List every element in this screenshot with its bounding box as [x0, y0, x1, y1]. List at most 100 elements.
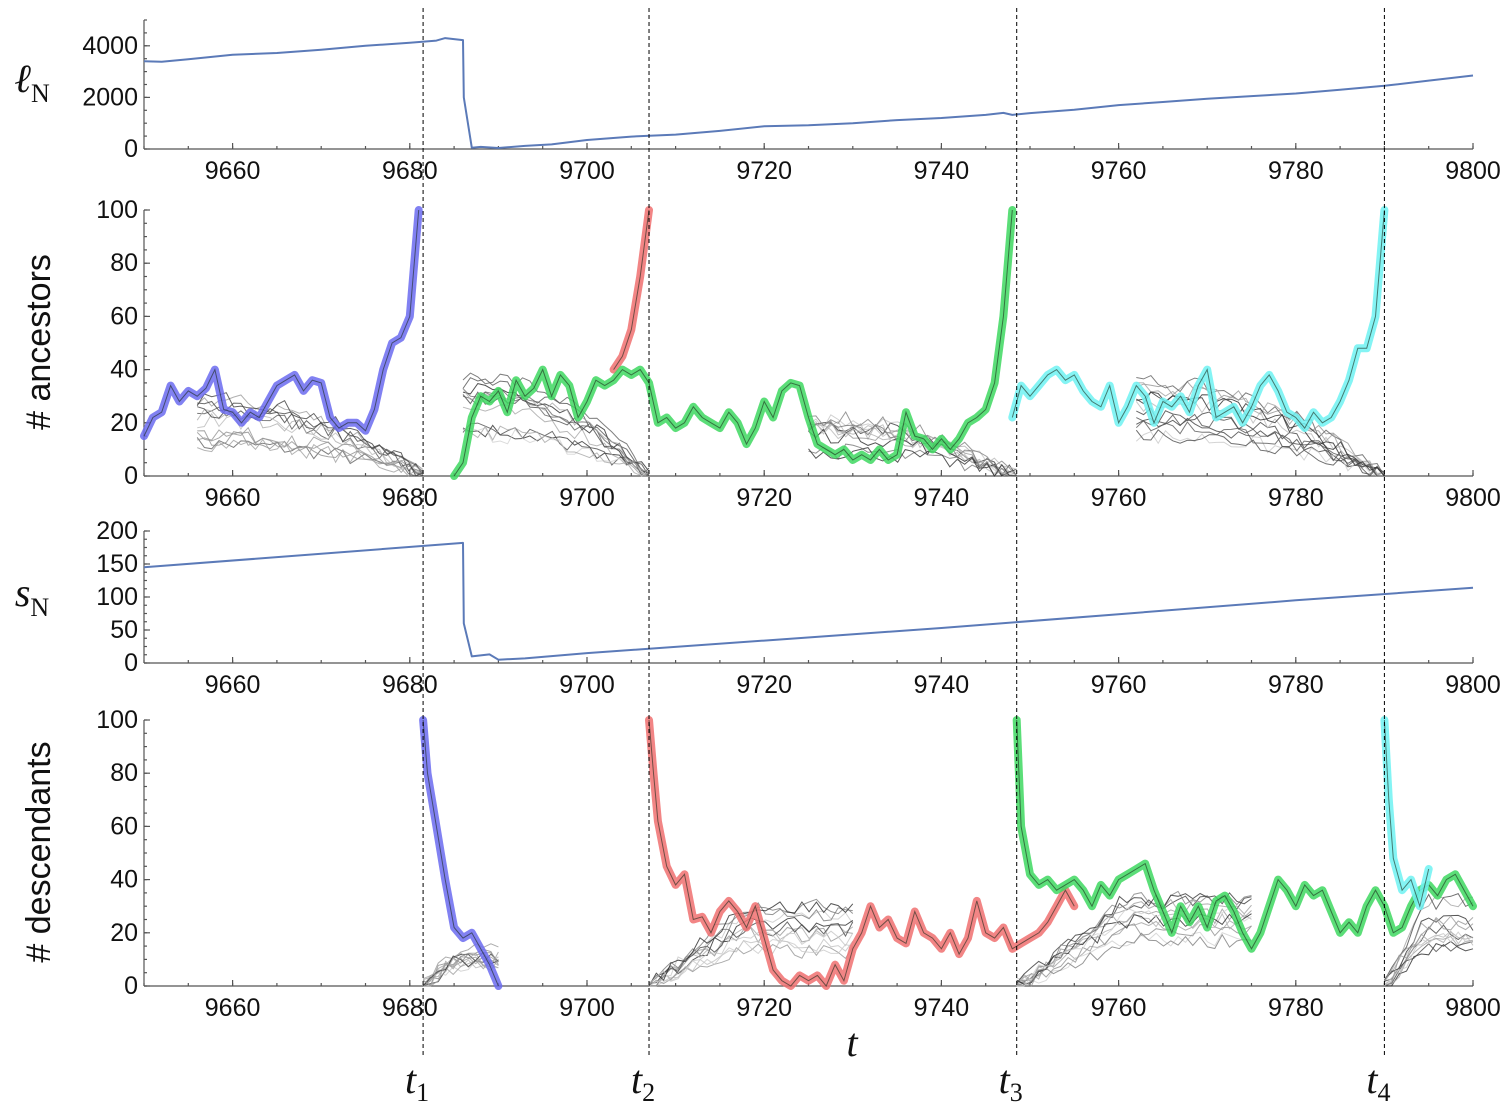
descendants-background-trajectory	[648, 938, 854, 987]
ancestors-background-trajectory	[808, 447, 1017, 477]
ancestors-background-trajectory	[808, 423, 1017, 475]
event-marker-label: t4	[1366, 1057, 1390, 1103]
ancestors-background-trajectory	[462, 404, 650, 475]
descendants-series-2-line	[1016, 719, 1474, 950]
panel-s: sN 0 50 100 150 200 9660 9680 9700 9720 9740 9760 9…	[15, 517, 1501, 699]
descendants-background-trajectory	[1383, 892, 1474, 982]
event-marker-subscript: 4	[1377, 1078, 1390, 1103]
s-y-tick-label: 50	[110, 616, 138, 644]
ancestors-background-trajectory	[808, 414, 1017, 477]
descendants-x-tick-label: 9760	[1091, 994, 1147, 1022]
ancestors-background-trajectory	[1135, 429, 1385, 477]
ancestors-background-trajectory	[1135, 419, 1385, 477]
length-y-tick-label: 2000	[82, 83, 138, 111]
descendants-background-trajectory	[648, 938, 853, 987]
descendants-background-trajectory	[1384, 935, 1474, 985]
event-marker-symbol: t	[631, 1057, 643, 1102]
event-marker-label: t1	[405, 1057, 429, 1103]
descendants-y-tick-label: 0	[124, 972, 138, 1000]
descendants-x-tick-label: 9700	[559, 994, 615, 1022]
s-x-tick-label: 9680	[382, 671, 438, 699]
descendants-background-trajectory	[1016, 918, 1252, 987]
descendants-background-trajectory	[422, 943, 499, 987]
ancestors-background-trajectory	[1135, 429, 1385, 477]
ancestors-background-trajectory	[1136, 381, 1385, 476]
ancestors-background-trajectory	[462, 383, 650, 472]
panel-s-ylabel: sN	[15, 570, 50, 622]
ancestors-background-trajectory	[196, 392, 424, 477]
length-x-tick-label: 9800	[1445, 157, 1501, 185]
x-axis-label: t	[846, 1020, 858, 1065]
ancestors-series-1-line	[613, 209, 650, 370]
s-x-tick-label: 9720	[736, 671, 792, 699]
ancestors-x-tick-label: 9740	[914, 484, 970, 512]
panel-length: ℓN 0 2000 4000 9660 9680 9700 9720 9740 9760 9780…	[14, 19, 1501, 185]
descendants-background-trajectory	[1384, 930, 1474, 985]
descendants-background-trajectory	[1384, 894, 1474, 979]
event-marker-symbol: t	[1366, 1057, 1378, 1102]
ancestors-x-tick-label: 9800	[1445, 484, 1501, 512]
ancestors-background-trajectory	[1136, 417, 1385, 477]
ancestors-series-0-line	[143, 209, 420, 437]
ancestors-y-tick-label: 80	[110, 249, 138, 277]
descendants-y-tick-label: 20	[110, 919, 138, 947]
descendants-background-trajectory	[1384, 931, 1474, 987]
ancestors-background-trajectory	[462, 424, 650, 477]
event-marker-subscript: 3	[1010, 1078, 1023, 1103]
length-x-tick-label: 9680	[382, 157, 438, 185]
length-series-0-line	[143, 37, 1474, 149]
s-x-tick-label: 9740	[914, 671, 970, 699]
ancestors-background-trajectory	[197, 438, 424, 477]
ancestors-background-trajectory	[197, 430, 424, 473]
ancestors-x-tick-label: 9760	[1091, 484, 1147, 512]
descendants-series-1-band	[645, 716, 1079, 990]
descendants-y-tick-label: 100	[96, 706, 138, 734]
panel-length-ylabel: ℓN	[14, 56, 50, 108]
length-x-tick-label: 9700	[559, 157, 615, 185]
ancestors-x-tick-label: 9680	[382, 484, 438, 512]
panel-descendants-ylabel: # descendants	[20, 741, 58, 962]
descendants-x-tick-label: 9740	[914, 994, 970, 1022]
ancestors-background-trajectory	[1136, 413, 1385, 477]
descendants-background-trajectory	[1016, 932, 1252, 986]
panel-ancestors: # ancestors 0 20 40 60 80 100 9660 9680 9700 9720…	[20, 196, 1501, 512]
event-marker-symbol: t	[405, 1057, 417, 1102]
ancestors-y-tick-label: 20	[110, 409, 138, 437]
s-series-0-line	[143, 541, 1474, 661]
descendants-background-trajectory	[1016, 892, 1252, 984]
descendants-x-tick-label: 9660	[205, 994, 261, 1022]
ancestors-background-trajectory	[197, 429, 424, 475]
ancestors-y-tick-label: 40	[110, 356, 138, 384]
ancestors-series-1-band	[609, 206, 653, 374]
descendants-series-1-line	[648, 719, 1075, 987]
ancestors-y-tick-label: 0	[124, 462, 138, 490]
descendants-background-trajectory	[1384, 914, 1474, 981]
length-x-tick-label: 9740	[914, 157, 970, 185]
descendants-series-3-band	[1380, 716, 1433, 911]
descendants-background-trajectory	[1016, 931, 1252, 984]
ancestors-y-tick-label: 60	[110, 302, 138, 330]
s-x-tick-label: 9700	[559, 671, 615, 699]
length-x-tick-label: 9720	[736, 157, 792, 185]
s-x-tick-label: 9780	[1268, 671, 1324, 699]
ancestors-y-tick-label: 100	[96, 196, 138, 224]
length-x-tick-label: 9780	[1268, 157, 1324, 185]
length-x-tick-label: 9760	[1091, 157, 1147, 185]
ancestors-x-tick-label: 9780	[1268, 484, 1324, 512]
descendants-background-trajectory	[1384, 917, 1474, 987]
ancestors-x-tick-label: 9660	[205, 484, 261, 512]
s-y-tick-label: 150	[96, 550, 138, 578]
descendants-x-tick-label: 9780	[1268, 994, 1324, 1022]
descendants-background-trajectory	[1384, 940, 1474, 987]
ancestors-background-trajectory	[462, 425, 650, 477]
descendants-background-trajectory	[648, 921, 854, 984]
s-y-tick-label: 0	[124, 649, 138, 677]
event-marker-label: t2	[631, 1057, 655, 1103]
ancestors-background-trajectory	[462, 372, 650, 474]
ancestors-series-2-line	[453, 209, 1013, 477]
ancestors-background-trajectory	[462, 377, 650, 477]
descendants-background-trajectory	[1383, 915, 1474, 982]
descendants-x-tick-label: 9720	[736, 994, 792, 1022]
ancestors-x-tick-label: 9720	[736, 484, 792, 512]
